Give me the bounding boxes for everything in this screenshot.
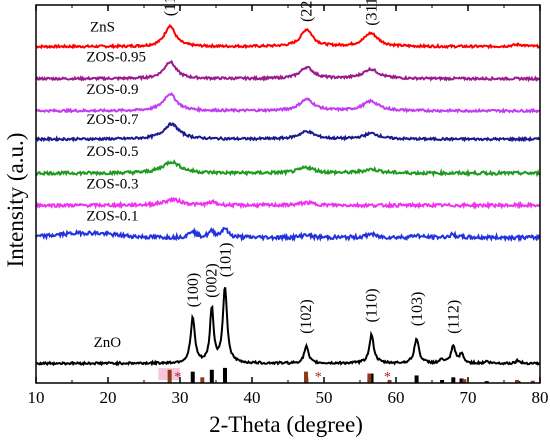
reference-stick-brown: [530, 380, 535, 383]
curve-zos-0-5: [35, 159, 541, 178]
curve-label: ZOS-0.1: [86, 208, 138, 224]
curve-zos-0-95: [35, 59, 541, 83]
peak-label: (102): [298, 299, 315, 334]
x-tick-label: 80: [532, 388, 549, 407]
x-tick-label: 60: [388, 388, 405, 407]
curve-zos-0-3: [35, 196, 541, 210]
peak-label: (103): [409, 292, 426, 327]
peak-label: (100): [185, 273, 202, 308]
text-labels: * * * 10 20 30 40 50 60 70 80 ZnS ZOS-0.95 ZOS-0.9 ZOS…: [28, 0, 549, 407]
impurity-mark: *: [174, 370, 181, 385]
reference-stick-black: [459, 378, 464, 383]
curve-label: ZOS-0.3: [86, 176, 138, 192]
reference-stick-brown: [514, 379, 519, 383]
x-axis-label: 2-Theta (degree): [209, 412, 363, 437]
reference-stick-black: [369, 373, 374, 383]
curve-label: ZOS-0.5: [86, 144, 138, 160]
x-tick-label: 40: [244, 388, 261, 407]
axis-ticks: [35, 5, 541, 383]
curve-label: ZnO: [94, 335, 122, 351]
reference-stick-brown: [462, 379, 467, 383]
curve-label: ZOS-0.7: [86, 112, 139, 128]
curve-label: ZOS-0.9: [86, 82, 138, 98]
reference-stick-brown: [167, 369, 172, 383]
diffraction-curves: [35, 23, 541, 367]
curve-zno: [35, 286, 541, 367]
impurity-mark: *: [315, 370, 322, 385]
x-tick-label: 70: [460, 388, 477, 407]
curve-zos-0-1: [35, 226, 541, 243]
y-axis-label: Intensity (a.u.): [3, 133, 28, 268]
reference-stick-black: [484, 381, 489, 383]
x-tick-label: 50: [316, 388, 333, 407]
peak-label: (112): [446, 300, 463, 334]
peak-label: (111): [162, 0, 179, 16]
reference-sticks: [167, 367, 535, 383]
peak-label: (311): [364, 0, 381, 26]
peak-label: (002): [204, 263, 221, 298]
curve-zos-0-9: [35, 91, 540, 114]
reference-stick-brown: [387, 379, 392, 383]
peak-label: (110): [364, 288, 381, 322]
curve-zns: [35, 23, 541, 50]
peak-label: (101): [217, 243, 234, 278]
impurity-mark: *: [384, 370, 391, 385]
x-tick-label: 30: [172, 388, 189, 407]
x-tick-label: 20: [100, 388, 117, 407]
reference-stick-brown: [200, 377, 205, 383]
reference-stick-brown: [367, 373, 372, 383]
reference-stick-black: [223, 367, 227, 383]
reference-stick-black: [440, 379, 445, 383]
reference-stick-black: [414, 375, 419, 383]
peak-label: (220): [299, 0, 316, 22]
curve-zos-0-7: [35, 121, 540, 143]
curve-label: ZOS-0.95: [86, 50, 146, 66]
x-tick-label: 10: [28, 388, 45, 407]
reference-stick-brown: [304, 371, 308, 383]
reference-stick-black: [209, 369, 214, 383]
curve-label: ZnS: [90, 19, 115, 35]
reference-stick-black: [451, 377, 456, 383]
reference-stick-black: [190, 371, 195, 383]
